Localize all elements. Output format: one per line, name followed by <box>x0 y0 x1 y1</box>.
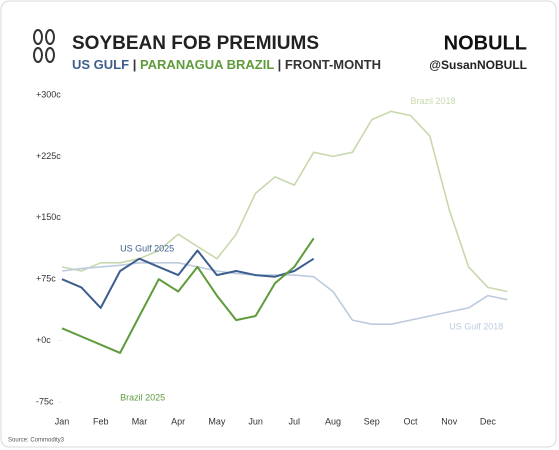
x-tick-label: Dec <box>480 416 497 426</box>
x-tick-label: Jan <box>55 416 70 426</box>
series-label: US Gulf 2018 <box>449 321 503 331</box>
x-tick-label: Oct <box>403 416 418 426</box>
x-tick-label: Sep <box>364 416 380 426</box>
subtitle: US GULF | PARANAGUA BRAZIL | FRONT-MONTH <box>72 57 381 72</box>
y-tick-label: +300c <box>36 89 61 99</box>
series-line <box>61 249 315 309</box>
brand: NOBULL <box>444 32 527 54</box>
y-tick-label: +75c <box>36 274 56 284</box>
source: Source: Commodity3 <box>8 438 65 444</box>
series-line <box>61 110 508 293</box>
subtitle-part: | FRONT-MONTH <box>278 57 381 72</box>
x-tick-label: Jul <box>289 416 301 426</box>
x-tick-label: Nov <box>441 416 458 426</box>
series-label: Brazil 2025 <box>120 392 165 402</box>
subtitle-part: | <box>133 57 137 72</box>
handle: @SusanNOBULL <box>429 58 527 72</box>
y-tick-label: +0c <box>36 335 51 345</box>
x-tick-label: May <box>208 416 226 426</box>
series-label: US Gulf 2025 <box>120 243 174 253</box>
x-tick-label: Aug <box>325 416 341 426</box>
series-line <box>61 237 315 354</box>
y-tick-label: -75c <box>36 396 54 406</box>
subtitle-part: US GULF <box>72 57 129 72</box>
y-tick-label: +150c <box>36 212 61 222</box>
x-tick-label: Jun <box>248 416 263 426</box>
x-tick-label: Mar <box>132 416 148 426</box>
x-tick-label: Feb <box>93 416 109 426</box>
subtitle-part: PARANAGUA BRAZIL <box>140 57 274 72</box>
chart-title: SOYBEAN FOB PREMIUMS <box>72 33 319 54</box>
y-tick-label: +225c <box>36 151 61 161</box>
logo <box>33 29 55 63</box>
x-tick-label: Apr <box>171 416 185 426</box>
series-label: Brazil 2018 <box>410 96 455 106</box>
